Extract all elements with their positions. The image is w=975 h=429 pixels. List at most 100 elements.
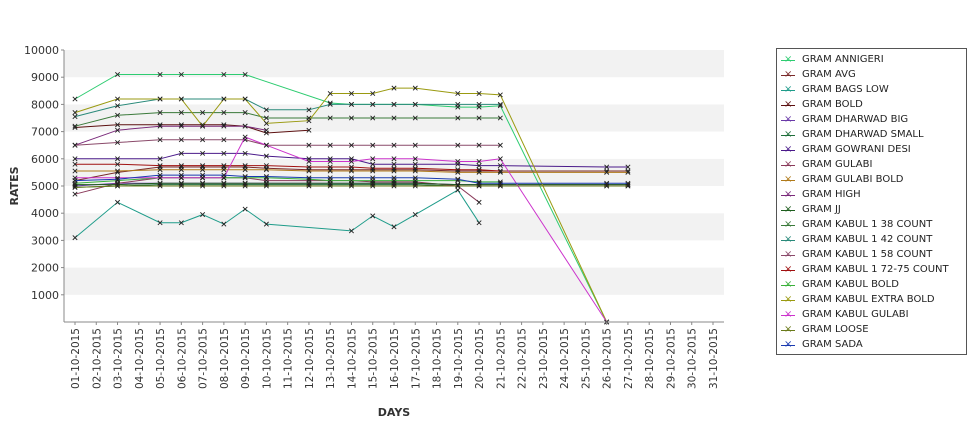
data-point — [72, 114, 78, 120]
series-gram-gulabi-bold — [72, 167, 631, 175]
data-point — [157, 123, 163, 129]
legend-label: GRAM AVG — [802, 69, 856, 80]
series-line — [74, 189, 480, 239]
data-point — [115, 161, 121, 167]
legend-marker: × — [781, 189, 795, 200]
legend-label: GRAM DHARWAD BIG — [802, 114, 909, 125]
data-point — [327, 164, 333, 170]
data-point — [157, 167, 163, 173]
data-point — [391, 161, 397, 167]
data-point — [348, 115, 354, 121]
y-axis-label: RATES — [8, 166, 21, 205]
series-line — [75, 136, 608, 323]
data-point — [327, 115, 333, 121]
data-point — [412, 165, 418, 171]
grid-band — [64, 294, 724, 322]
y-tick-label: 7000 — [31, 126, 59, 139]
legend-item: × GRAM DHARWAD BIG — [781, 112, 908, 127]
legend-item: × GRAM KABUL 1 72-75 COUNT — [781, 262, 949, 277]
legend-item: × GRAM KABUL EXTRA BOLD — [781, 292, 935, 307]
y-tick-label: 4000 — [31, 207, 59, 220]
data-point — [115, 127, 121, 133]
data-point — [327, 101, 333, 107]
legend-label: GRAM KABUL EXTRA BOLD — [802, 294, 935, 305]
x-tick-label: 28-10-2015 — [644, 328, 656, 389]
x-tick-label: 17-10-2015 — [410, 328, 422, 389]
x-tick-label: 14-10-2015 — [346, 328, 358, 389]
y-tick-label: 8000 — [31, 98, 59, 111]
data-point — [178, 220, 184, 226]
data-point — [327, 159, 333, 165]
legend-item: × GRAM JJ — [781, 202, 841, 217]
grid-band — [64, 186, 724, 214]
legend-marker: × — [781, 234, 795, 245]
series-gram-kabul-gulabi — [72, 134, 610, 325]
legend-item: × GRAM GULABI BOLD — [781, 172, 903, 187]
data-point — [306, 159, 312, 165]
data-point — [242, 173, 248, 179]
data-point — [200, 172, 206, 178]
legend-item: × GRAM GOWRANI DESI — [781, 142, 911, 157]
data-point — [455, 142, 461, 148]
legend-label: GRAM KABUL 1 72-75 COUNT — [802, 264, 949, 275]
data-point — [157, 156, 163, 162]
data-point — [242, 150, 248, 156]
x-tick-label: 05-10-2015 — [155, 328, 167, 389]
data-point — [178, 163, 184, 169]
x-tick-label: 03-10-2015 — [113, 328, 125, 389]
series-gram-kabul-1-72-75-count — [72, 161, 503, 174]
data-point — [115, 199, 121, 205]
data-point — [200, 212, 206, 218]
data-point — [72, 142, 78, 148]
data-point — [115, 139, 121, 145]
x-tick-label: 16-10-2015 — [389, 328, 401, 389]
data-point — [370, 175, 376, 181]
series-gram-kabul-1-58-count — [72, 137, 503, 148]
legend-item: × GRAM BOLD — [781, 97, 863, 112]
data-point — [391, 142, 397, 148]
data-point — [370, 101, 376, 107]
legend-marker: × — [781, 279, 795, 290]
x-tick-label: 22-10-2015 — [517, 328, 529, 389]
data-point — [604, 169, 610, 175]
series-line — [74, 125, 267, 146]
y-tick-label: 2000 — [31, 262, 59, 275]
data-point — [221, 183, 227, 189]
data-point — [115, 183, 121, 189]
legend-item: × GRAM KABUL GULABI — [781, 307, 909, 322]
data-point — [178, 137, 184, 143]
data-point — [72, 96, 78, 102]
legend-marker: × — [781, 309, 795, 320]
data-point — [455, 159, 461, 165]
data-point — [625, 164, 631, 170]
legend-label: GRAM LOOSE — [802, 324, 869, 335]
data-point — [370, 91, 376, 97]
data-point — [391, 115, 397, 121]
y-tick-label: 1000 — [31, 289, 59, 302]
data-point — [157, 220, 163, 226]
data-point — [391, 165, 397, 171]
data-point — [200, 123, 206, 129]
data-point — [157, 163, 163, 169]
legend-marker: × — [781, 159, 795, 170]
data-point — [263, 173, 269, 179]
y-tick-label: 9000 — [31, 71, 59, 84]
data-point — [221, 137, 227, 143]
data-point — [391, 85, 397, 91]
x-tick-label: 19-10-2015 — [453, 328, 465, 389]
data-point — [221, 71, 227, 77]
data-point — [242, 167, 248, 173]
data-point — [455, 183, 461, 189]
data-point — [115, 122, 121, 128]
data-point — [200, 163, 206, 169]
x-tick-label: 13-10-2015 — [325, 328, 337, 389]
x-tick-label: 01-10-2015 — [70, 328, 82, 389]
data-point — [72, 123, 78, 129]
data-point — [72, 168, 78, 174]
data-point — [221, 221, 227, 227]
legend-item: × GRAM GULABI — [781, 157, 872, 172]
data-point — [327, 91, 333, 97]
legend-label: GRAM KABUL 1 42 COUNT — [802, 234, 933, 245]
legend-label: GRAM BOLD — [802, 99, 863, 110]
legend-item: × GRAM ANNIGERI — [781, 52, 884, 67]
